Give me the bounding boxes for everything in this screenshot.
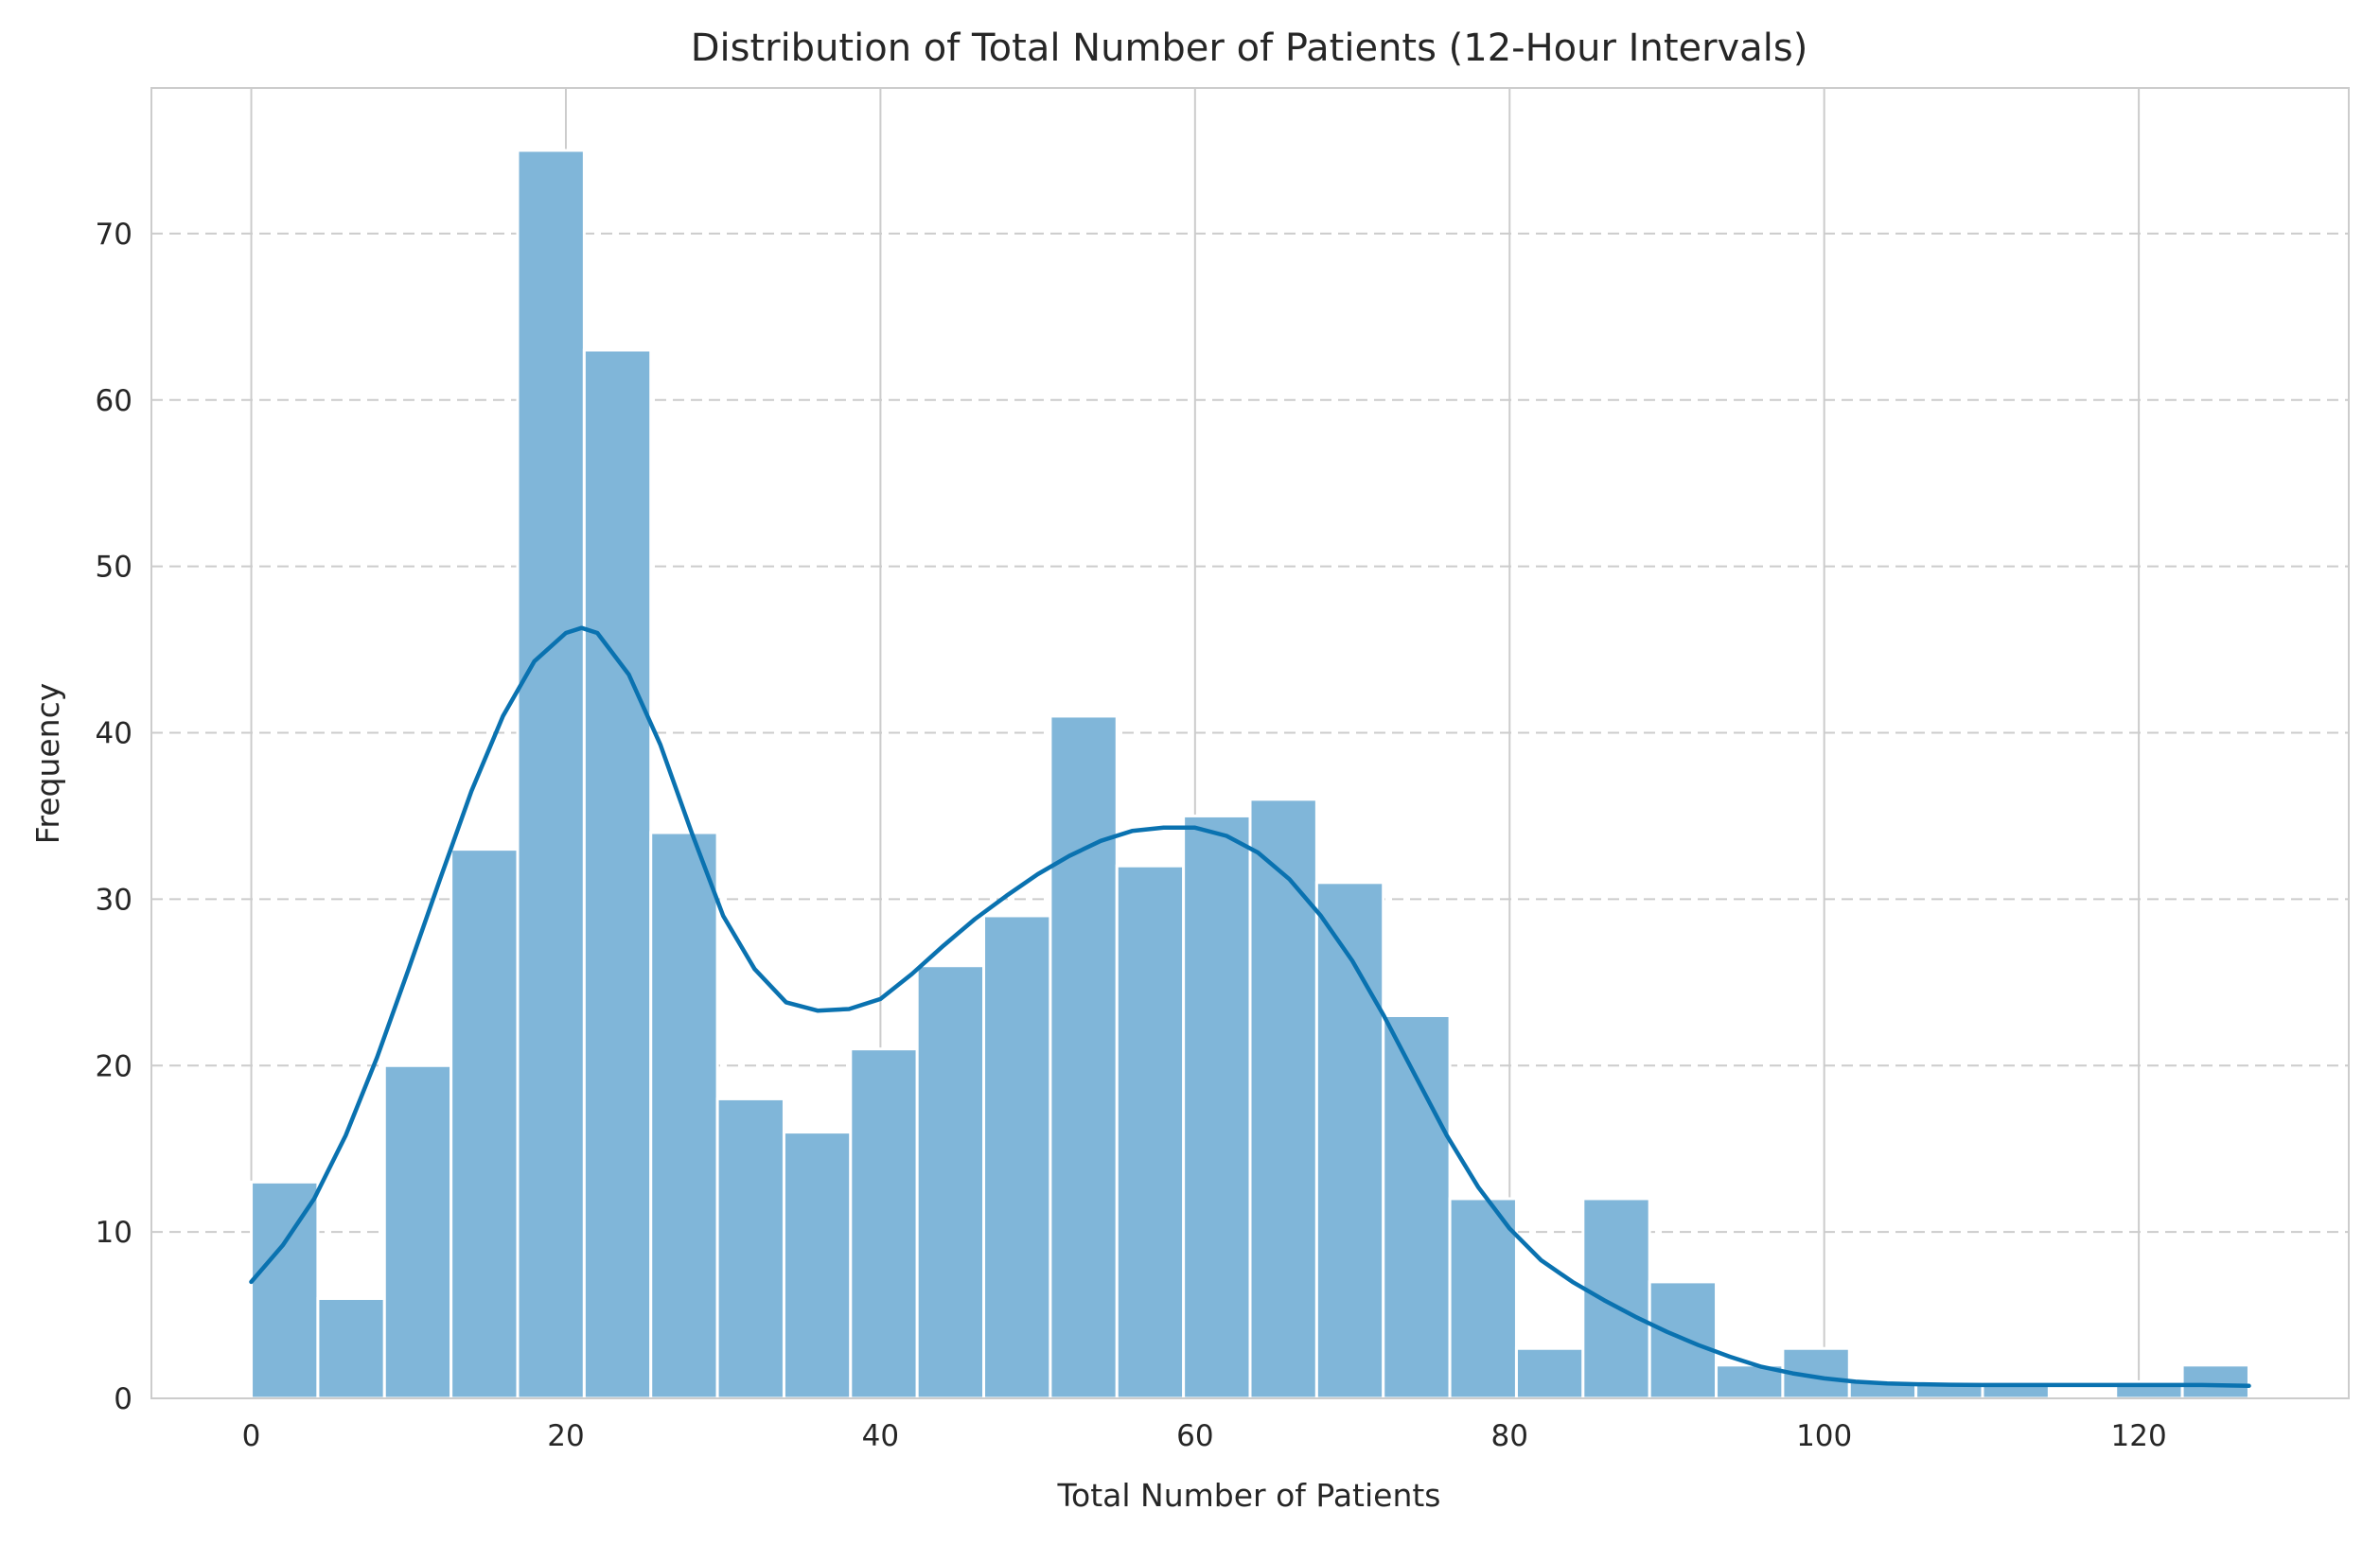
histogram-bar bbox=[382, 1063, 453, 1400]
x-tick-label: 20 bbox=[547, 1419, 584, 1453]
x-tick-label: 60 bbox=[1176, 1419, 1213, 1453]
histogram-bar bbox=[316, 1296, 386, 1400]
y-tick-label: 20 bbox=[96, 1049, 132, 1083]
bar-layer bbox=[250, 149, 2250, 1400]
histogram-bar bbox=[1382, 1013, 1452, 1400]
x-tick-label: 80 bbox=[1491, 1419, 1528, 1453]
histogram-bar bbox=[782, 1131, 853, 1400]
histogram-bar bbox=[450, 848, 520, 1400]
y-tick-label: 70 bbox=[96, 218, 132, 252]
y-tick-label: 50 bbox=[96, 551, 132, 585]
histogram-bar bbox=[1115, 864, 1186, 1400]
histogram-bar bbox=[915, 964, 986, 1400]
x-tick-label: 100 bbox=[1796, 1419, 1852, 1453]
x-tick-label: 40 bbox=[862, 1419, 899, 1453]
histogram-bar bbox=[1314, 881, 1385, 1400]
spine-layer bbox=[150, 87, 2350, 1399]
kde-layer bbox=[249, 625, 2251, 1389]
chart-title: Distribution of Total Number of Patients… bbox=[691, 26, 1808, 70]
y-tick-label: 30 bbox=[96, 883, 132, 917]
histogram-bar bbox=[649, 831, 719, 1400]
histogram-bar bbox=[1248, 798, 1318, 1400]
histogram-bar bbox=[982, 914, 1052, 1400]
x-tick-label: 120 bbox=[2111, 1419, 2167, 1453]
histogram-bar bbox=[250, 1180, 320, 1400]
kde-curve bbox=[249, 625, 2251, 1389]
histogram-bar bbox=[2180, 1363, 2250, 1400]
histogram-bar bbox=[849, 1047, 919, 1400]
y-tick-label: 40 bbox=[96, 717, 132, 751]
x-tick-label: 0 bbox=[242, 1419, 261, 1453]
histogram-bar bbox=[582, 348, 653, 1400]
y-tick-label: 60 bbox=[96, 384, 132, 418]
y-tick-label: 10 bbox=[96, 1216, 132, 1250]
histogram-bar bbox=[516, 149, 586, 1400]
histogram-bar bbox=[1182, 814, 1252, 1400]
histogram-bar bbox=[1581, 1197, 1651, 1400]
histogram-bar bbox=[1049, 714, 1119, 1400]
plot-frame bbox=[150, 87, 2350, 1399]
y-tick-label: 0 bbox=[114, 1382, 132, 1416]
histogram-bar bbox=[1448, 1197, 1518, 1400]
histogram-bar bbox=[1514, 1346, 1585, 1400]
histogram-bar bbox=[715, 1097, 785, 1400]
tick-layer: 0 20 40 60 80 100 120 0 10 20 30 40 50 60 70 bbox=[96, 218, 2167, 1453]
x-axis-label: Total Number of Patients bbox=[1056, 1477, 1440, 1514]
y-axis-label: Frequency bbox=[29, 683, 66, 844]
